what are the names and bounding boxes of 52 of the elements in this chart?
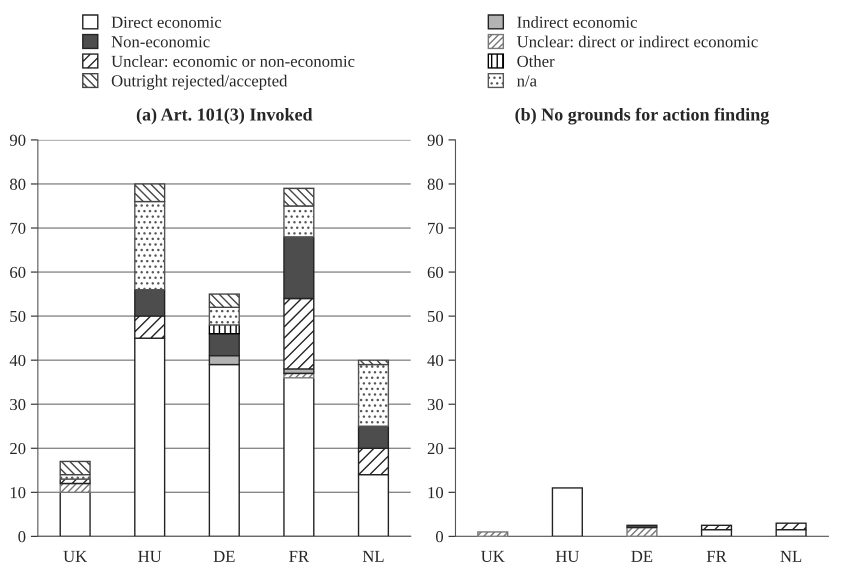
y-tick-label: 40 xyxy=(427,354,444,366)
bar xyxy=(552,487,583,536)
bar xyxy=(60,492,91,536)
x-tick-label: UK xyxy=(63,550,87,562)
legend-label: Indirect economic xyxy=(517,16,637,28)
y-tick-label: 40 xyxy=(10,354,26,366)
bar xyxy=(626,524,658,528)
y-tick-label: 30 xyxy=(428,398,444,410)
x-tick-label: FR xyxy=(706,550,727,562)
y-tick-label: 10 xyxy=(428,487,444,498)
y-tick-label: 60 xyxy=(428,266,444,278)
x-tick-label: DE xyxy=(214,550,235,562)
legend-label: Unclear: direct or indirect economic xyxy=(517,36,758,48)
x-tick-label: NL xyxy=(780,550,802,562)
chart-title: (a) Art. 101(3) Invoked xyxy=(136,108,312,124)
legend-label: n/a xyxy=(517,75,537,86)
y-tick-label: 90 xyxy=(10,134,26,146)
y-tick-label: 90 xyxy=(428,134,444,146)
y-tick-label: 70 xyxy=(428,222,444,234)
x-tick-label: DE xyxy=(631,550,652,562)
y-tick-label: 60 xyxy=(10,266,26,278)
y-tick-label: 80 xyxy=(10,178,26,190)
x-tick-label: NL xyxy=(362,550,384,562)
y-tick-label: 0 xyxy=(18,531,26,542)
legend-label: Direct economic xyxy=(112,16,222,28)
bar xyxy=(208,293,240,308)
bar xyxy=(60,460,91,476)
legend-label: Non-economic xyxy=(112,36,210,48)
y-tick-label: 0 xyxy=(436,531,444,542)
x-tick-label: FR xyxy=(289,550,310,562)
legend-label: Unclear: economic or non-economic xyxy=(111,55,354,68)
bar xyxy=(358,359,390,366)
x-tick-label: HU xyxy=(556,550,580,562)
bar xyxy=(208,306,240,326)
y-tick-label: 20 xyxy=(428,442,444,454)
legend-label: Other xyxy=(517,55,554,67)
legend-label: Outright rejected/accepted xyxy=(112,74,288,90)
bar xyxy=(208,324,240,334)
bar xyxy=(283,377,314,536)
y-tick-label: 10 xyxy=(10,487,26,498)
y-tick-label: 20 xyxy=(10,442,26,454)
x-tick-label: UK xyxy=(481,550,505,562)
bar xyxy=(134,183,166,202)
x-tick-label: HU xyxy=(138,550,162,562)
bar xyxy=(477,531,508,536)
bar xyxy=(283,188,314,207)
y-tick-label: 70 xyxy=(10,222,26,234)
y-tick-label: 30 xyxy=(10,398,26,410)
y-tick-label: 50 xyxy=(10,310,26,322)
chart-title: (b) No grounds for action finding xyxy=(515,108,770,124)
y-tick-label: 50 xyxy=(428,310,444,322)
y-tick-label: 80 xyxy=(428,178,444,190)
